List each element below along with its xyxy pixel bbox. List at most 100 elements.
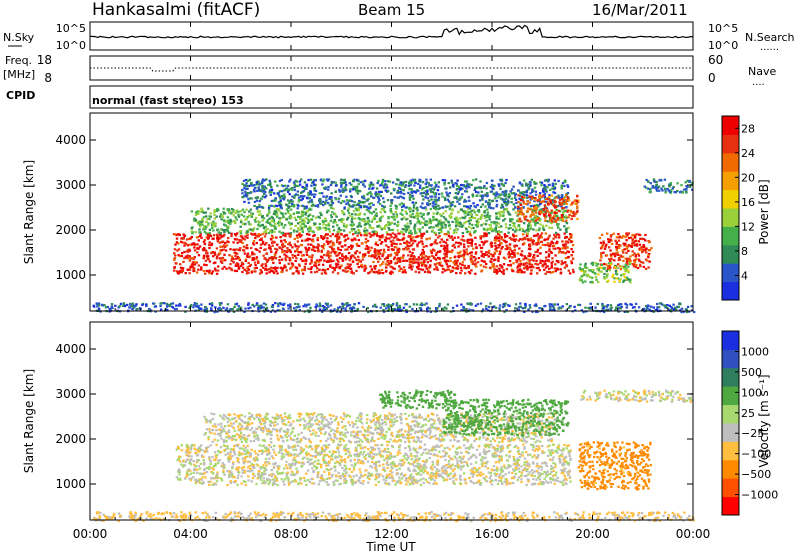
data-cell <box>495 246 498 250</box>
data-cell <box>341 302 344 305</box>
data-cell <box>244 218 247 221</box>
data-cell <box>265 258 268 261</box>
data-cell <box>504 190 508 193</box>
data-cell <box>299 191 303 194</box>
data-cell <box>350 183 353 186</box>
data-cell <box>331 266 334 269</box>
data-cell <box>638 260 641 263</box>
data-cell <box>481 198 484 201</box>
data-cell <box>495 224 498 227</box>
data-cell <box>317 228 320 231</box>
data-cell <box>385 307 388 310</box>
data-cell <box>351 260 355 263</box>
data-cell <box>548 248 551 251</box>
data-cell <box>516 218 520 221</box>
data-cell <box>408 250 412 253</box>
data-cell <box>571 244 575 247</box>
data-cell <box>542 207 546 210</box>
data-cell <box>195 236 199 239</box>
data-cell <box>288 193 291 196</box>
data-cell <box>253 261 257 264</box>
data-cell <box>328 197 331 200</box>
data-cell <box>536 221 539 225</box>
data-cell <box>683 188 686 191</box>
data-cell <box>473 230 477 233</box>
data-cell <box>310 204 313 207</box>
data-cell <box>411 201 415 204</box>
data-cell <box>417 264 420 268</box>
data-cell <box>257 223 260 226</box>
data-cell <box>237 213 240 216</box>
data-cell <box>353 188 357 191</box>
data-cell <box>357 182 360 186</box>
data-cell <box>372 260 375 264</box>
data-cell <box>373 248 377 251</box>
data-cell <box>481 253 484 256</box>
data-cell <box>359 232 362 235</box>
data-cell <box>497 196 500 199</box>
data-cell <box>539 261 542 265</box>
data-cell <box>424 206 427 209</box>
data-cell <box>297 198 301 201</box>
data-cell <box>496 270 499 273</box>
data-cell <box>445 252 448 256</box>
data-cell <box>503 233 506 236</box>
data-cell <box>196 251 199 254</box>
data-cell <box>258 307 262 310</box>
data-cell <box>546 265 549 268</box>
data-cell <box>246 185 249 188</box>
nave-label: Nave <box>748 65 776 78</box>
data-cell <box>545 220 548 223</box>
data-cell <box>375 234 379 237</box>
data-cell <box>443 233 446 236</box>
data-cell <box>434 239 437 242</box>
data-cell <box>571 215 574 218</box>
data-cell <box>532 254 536 257</box>
data-cell <box>331 250 334 253</box>
data-cell <box>539 181 542 184</box>
data-cell <box>429 178 432 181</box>
data-cell <box>363 201 366 204</box>
data-cell <box>563 261 567 264</box>
data-cell <box>437 196 441 199</box>
data-cell <box>445 263 449 266</box>
data-cell <box>296 207 299 210</box>
data-cell <box>575 200 578 203</box>
data-cell <box>534 262 537 265</box>
data-cell <box>634 255 637 258</box>
data-cell <box>498 184 501 187</box>
data-cell <box>571 250 575 253</box>
data-cell <box>250 191 253 194</box>
data-cell <box>208 272 211 275</box>
data-cell <box>444 261 448 264</box>
data-cell <box>362 194 366 197</box>
data-cell <box>300 227 303 230</box>
data-cell <box>463 258 466 261</box>
data-cell <box>341 254 344 258</box>
data-cell <box>472 227 475 230</box>
data-cell <box>534 219 538 222</box>
data-cell <box>615 266 619 269</box>
data-cell <box>468 225 471 228</box>
data-cell <box>494 248 497 251</box>
data-cell <box>258 272 262 275</box>
data-cell <box>244 184 247 187</box>
data-cell <box>617 263 620 266</box>
data-cell <box>508 236 512 239</box>
data-cell <box>452 185 455 188</box>
data-cell <box>344 226 348 229</box>
data-cell <box>313 261 317 264</box>
data-cell <box>372 210 376 213</box>
data-cell <box>387 189 390 193</box>
data-cell <box>409 220 412 223</box>
data-cell <box>421 242 424 246</box>
data-cell <box>431 195 434 198</box>
data-cell <box>485 262 488 266</box>
data-cell <box>471 262 474 265</box>
data-cell <box>402 197 406 200</box>
data-cell <box>425 307 429 311</box>
data-cell <box>229 212 233 215</box>
data-cell <box>386 257 389 260</box>
data-cell <box>208 233 212 236</box>
data-cell <box>567 238 571 241</box>
